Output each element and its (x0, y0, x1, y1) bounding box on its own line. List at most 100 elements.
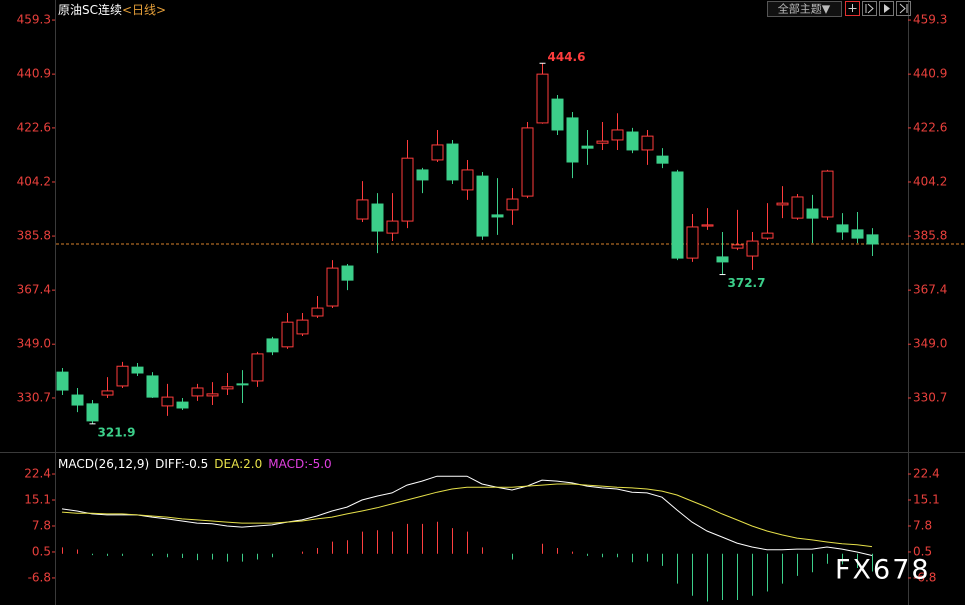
candle-body (86, 403, 99, 422)
candle-body (596, 140, 609, 144)
candle-body (641, 135, 654, 151)
candle-body (626, 131, 639, 151)
candle-body (311, 307, 324, 317)
candle-body (386, 220, 399, 234)
macd-heading: MACD(26,12,9) DIFF:-0.5 DEA:2.0 MACD:-5.0 (58, 457, 332, 471)
first-glyph (865, 3, 874, 14)
legend-value: 2.0 (243, 457, 262, 471)
watermark: FX678 (835, 555, 931, 586)
y-tick-label-right: 22.4 (913, 467, 940, 481)
candle-body (206, 393, 219, 397)
candle-body (116, 365, 129, 387)
y-tick-label-right: 349.0 (913, 337, 947, 351)
legend-name: MACD: (268, 457, 308, 471)
play-glyph (884, 4, 890, 13)
high-label: 444.6 (548, 50, 586, 64)
candle-body (536, 73, 549, 124)
candle-body (866, 234, 879, 245)
y-tick-label-right: -6.8 (913, 570, 936, 584)
candle-body (776, 202, 789, 206)
last-icon[interactable] (896, 1, 911, 16)
y-tick-label: 367.4 (17, 283, 51, 297)
y-tick-label: 404.2 (17, 174, 51, 188)
candle-body (341, 265, 354, 281)
low-label: 321.9 (98, 425, 136, 439)
y-tick-label: 459.3 (17, 13, 51, 27)
candle-body (611, 129, 624, 141)
candle-body (161, 396, 174, 407)
y-tick-label: 7.8 (32, 518, 51, 532)
candle-body (56, 371, 69, 391)
y-tick-label-right: 440.9 (913, 67, 947, 81)
theme-button-label: 全部主题▼ (778, 2, 831, 16)
candle-body (296, 319, 309, 335)
candle-body (566, 117, 579, 163)
candle-body (431, 144, 444, 161)
candle-body (191, 387, 204, 397)
period-label: <日线> (122, 3, 166, 17)
y-tick-label: 15.1 (24, 493, 51, 507)
candle-body (491, 214, 504, 218)
candle-body (266, 338, 279, 353)
y-tick-label-right: 330.7 (913, 390, 947, 404)
candle-body (581, 145, 594, 149)
low-label: 372.7 (728, 276, 766, 290)
y-tick-label: 440.9 (17, 67, 51, 81)
y-tick-label: -6.8 (28, 570, 51, 584)
theme-button[interactable] (767, 1, 842, 17)
play-icon[interactable] (879, 1, 894, 16)
candle-body (731, 244, 744, 249)
macd-line (61, 475, 873, 556)
candle-body (836, 224, 849, 233)
candle-body (746, 240, 759, 257)
candle-body (461, 169, 474, 191)
y-tick-label-right: 385.8 (913, 229, 947, 243)
first-icon[interactable] (862, 1, 877, 16)
y-tick-label: 330.7 (17, 390, 51, 404)
candle-body (176, 401, 189, 409)
y-tick-label-right: 15.1 (913, 493, 940, 507)
candle-body (821, 170, 834, 218)
legend-name: DEA: (214, 457, 243, 471)
candle-body (371, 203, 384, 232)
candle-body (146, 375, 159, 398)
candle-body (506, 198, 519, 211)
candle-body (686, 226, 699, 259)
candle-body (251, 353, 264, 382)
candle-body (236, 383, 249, 386)
y-tick-label-right: 404.2 (913, 174, 947, 188)
y-tick-label: 22.4 (24, 467, 51, 481)
y-tick-label-right: 0.5 (913, 544, 932, 558)
y-tick-label: 422.6 (17, 120, 51, 134)
candle-body (131, 366, 144, 374)
crosshair-icon[interactable] (845, 1, 860, 16)
candle-body (716, 256, 729, 263)
candle-body (806, 208, 819, 219)
macd-line (61, 483, 873, 548)
candle-body (356, 199, 369, 220)
candle-body (326, 267, 339, 307)
candle-body (446, 143, 459, 181)
crosshair-glyph (848, 4, 857, 12)
candle-body (281, 321, 294, 348)
candle-body (416, 169, 429, 181)
last-glyph (899, 3, 908, 14)
legend-name: DIFF: (155, 457, 185, 471)
y-tick-label-right: 459.3 (913, 13, 947, 27)
y-tick-label-right: 367.4 (913, 283, 947, 297)
candle-body (401, 157, 414, 222)
chart-heading: 原油SC连续<日线> (58, 2, 166, 17)
candle-body (221, 386, 234, 390)
y-tick-label: 0.5 (32, 544, 51, 558)
y-tick-label-right: 422.6 (913, 120, 947, 134)
candle-body (71, 394, 84, 406)
candle-body (791, 196, 804, 219)
macd-title: MACD(26,12,9) (58, 457, 149, 471)
chart-title: 原油SC连续 (58, 2, 122, 17)
legend-value: -0.5 (185, 457, 208, 471)
y-tick-label: 385.8 (17, 229, 51, 243)
candle-body (701, 224, 714, 227)
